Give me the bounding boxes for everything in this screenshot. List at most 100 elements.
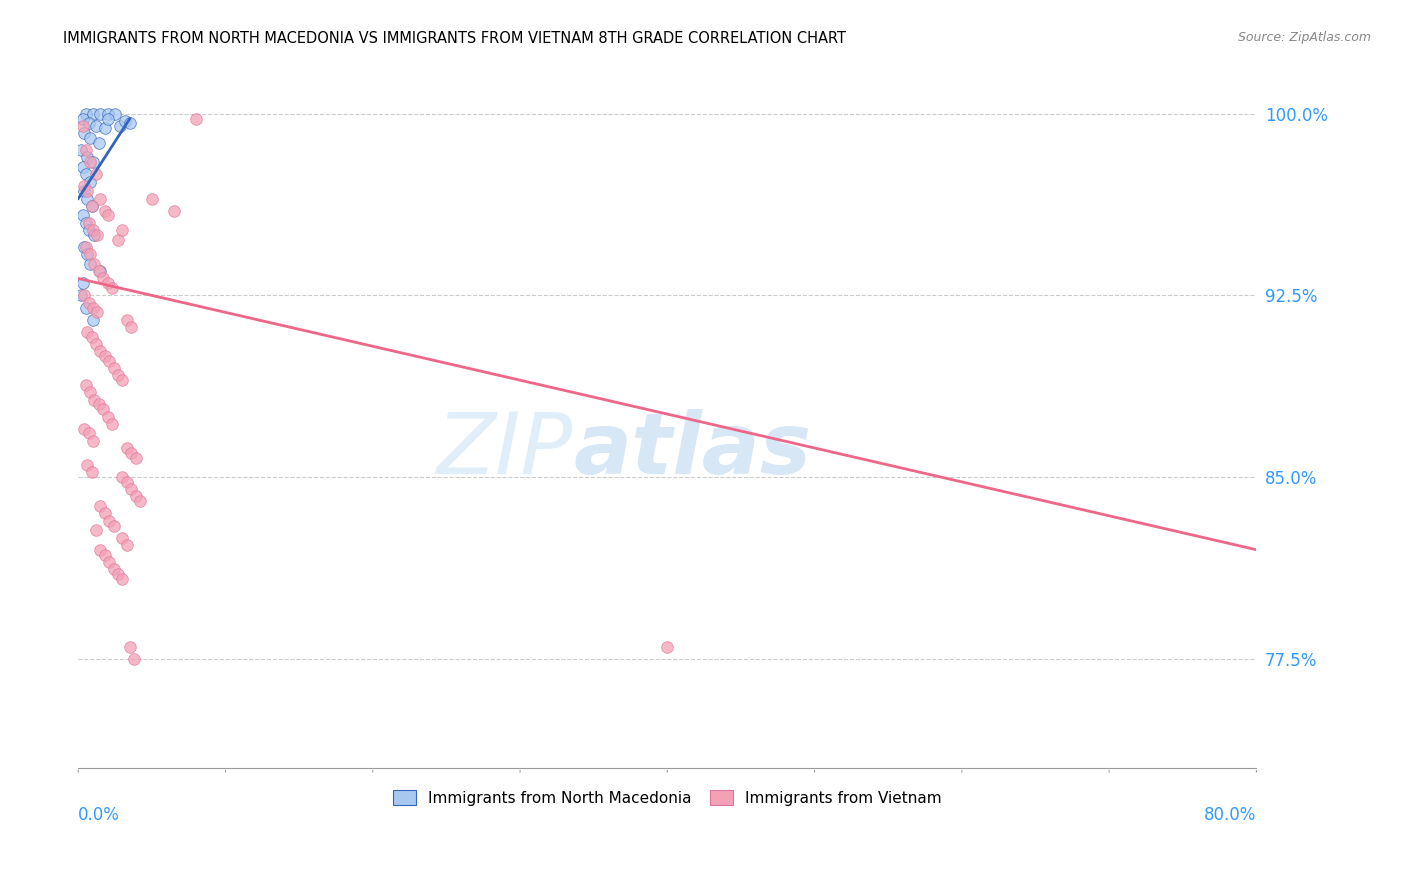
Point <box>72 112 94 126</box>
Point <box>82 155 104 169</box>
Point <box>97 107 120 121</box>
Point <box>87 264 110 278</box>
Point <box>89 499 111 513</box>
Point <box>80 465 103 479</box>
Point <box>94 507 117 521</box>
Point <box>73 422 96 436</box>
Point <box>111 223 134 237</box>
Point <box>72 119 94 133</box>
Point <box>79 257 101 271</box>
Point <box>98 353 121 368</box>
Point <box>76 184 98 198</box>
Point <box>111 373 134 387</box>
Point <box>103 518 125 533</box>
Point <box>94 548 117 562</box>
Point <box>75 167 97 181</box>
Point <box>107 368 129 383</box>
Point <box>107 566 129 581</box>
Point <box>118 116 141 130</box>
Point <box>101 281 124 295</box>
Point <box>75 143 97 157</box>
Point <box>72 160 94 174</box>
Point <box>657 640 679 654</box>
Point <box>82 434 104 448</box>
Point <box>86 227 108 242</box>
Point <box>86 305 108 319</box>
Text: 80.0%: 80.0% <box>1204 805 1257 823</box>
Point <box>76 458 98 472</box>
Point <box>120 482 142 496</box>
Point <box>84 336 107 351</box>
Point <box>104 107 127 121</box>
Legend: Immigrants from North Macedonia, Immigrants from Vietnam: Immigrants from North Macedonia, Immigra… <box>387 784 948 812</box>
Point <box>82 223 104 237</box>
Point <box>103 562 125 576</box>
Text: IMMIGRANTS FROM NORTH MACEDONIA VS IMMIGRANTS FROM VIETNAM 8TH GRADE CORRELATION: IMMIGRANTS FROM NORTH MACEDONIA VS IMMIG… <box>63 31 846 46</box>
Text: 0.0%: 0.0% <box>79 805 120 823</box>
Point <box>79 175 101 189</box>
Point <box>84 167 107 181</box>
Point <box>89 264 111 278</box>
Point <box>75 107 97 121</box>
Point <box>94 203 117 218</box>
Point <box>72 277 94 291</box>
Point <box>70 288 93 302</box>
Point <box>80 329 103 343</box>
Point <box>118 640 141 654</box>
Point <box>79 385 101 400</box>
Point <box>98 514 121 528</box>
Point <box>83 227 105 242</box>
Point <box>84 524 107 538</box>
Point <box>111 572 134 586</box>
Point <box>141 192 163 206</box>
Point <box>115 312 138 326</box>
Point <box>184 112 207 126</box>
Point <box>129 494 152 508</box>
Point <box>73 179 96 194</box>
Point <box>75 301 97 315</box>
Point <box>120 446 142 460</box>
Point <box>87 397 110 411</box>
Point <box>97 112 120 126</box>
Point <box>94 349 117 363</box>
Text: atlas: atlas <box>574 409 811 491</box>
Point <box>70 143 93 157</box>
Point <box>103 361 125 376</box>
Point <box>77 295 100 310</box>
Point <box>75 378 97 392</box>
Point <box>98 555 121 569</box>
Point <box>97 277 120 291</box>
Point <box>114 114 136 128</box>
Point <box>79 247 101 261</box>
Point <box>82 301 104 315</box>
Point <box>97 209 120 223</box>
Point <box>76 150 98 164</box>
Point <box>115 441 138 455</box>
Point <box>111 470 134 484</box>
Point <box>107 233 129 247</box>
Point <box>77 216 100 230</box>
Point <box>89 344 111 359</box>
Point <box>89 192 111 206</box>
Y-axis label: 8th Grade: 8th Grade <box>0 384 7 461</box>
Point <box>75 216 97 230</box>
Point <box>89 542 111 557</box>
Point <box>80 199 103 213</box>
Point <box>125 450 148 465</box>
Point <box>73 288 96 302</box>
Point <box>101 417 124 431</box>
Text: ZIP: ZIP <box>437 409 574 491</box>
Point <box>108 119 131 133</box>
Point <box>77 223 100 237</box>
Point <box>82 312 104 326</box>
Point <box>76 325 98 339</box>
Point <box>75 240 97 254</box>
Point <box>87 136 110 150</box>
Point <box>73 184 96 198</box>
Point <box>115 538 138 552</box>
Point <box>91 271 114 285</box>
Point <box>97 409 120 424</box>
Point <box>120 319 142 334</box>
Point <box>76 192 98 206</box>
Point <box>89 107 111 121</box>
